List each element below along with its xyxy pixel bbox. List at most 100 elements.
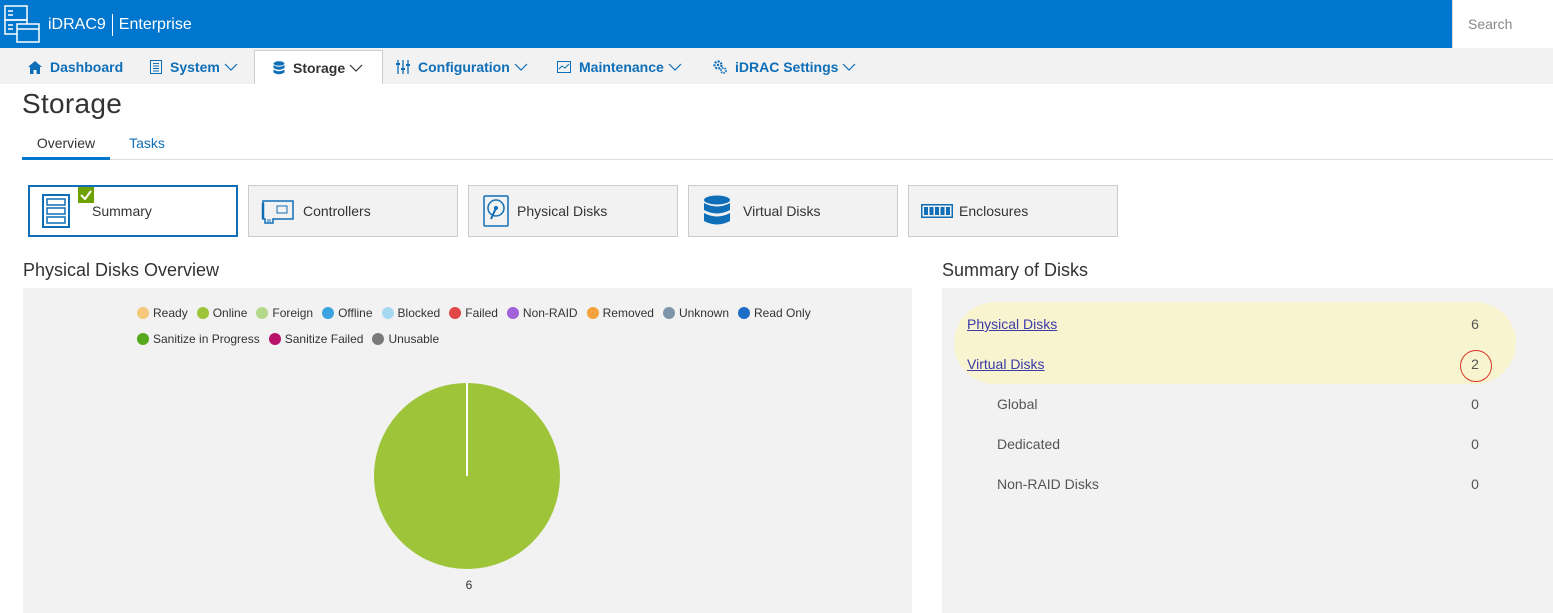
- legend-label: Unknown: [678, 306, 729, 320]
- legend-swatch: [738, 307, 750, 319]
- legend-label: Online: [212, 306, 248, 320]
- legend-label: Blocked: [397, 306, 441, 320]
- chevron-down-icon: [349, 64, 363, 72]
- summary-row-dedicated: Dedicated 0: [942, 436, 1553, 456]
- legend-item[interactable]: Non-RAID: [506, 306, 578, 320]
- controller-card-icon: [261, 197, 295, 225]
- legend-swatch: [137, 307, 149, 319]
- legend-swatch: [586, 307, 599, 319]
- tile-controllers[interactable]: Controllers: [248, 185, 458, 237]
- physical-overview-title: Physical Disks Overview: [23, 260, 220, 280]
- legend-swatch: [196, 307, 209, 319]
- non-raid-label: Non-RAID Disks: [997, 476, 1099, 492]
- nav-label: Storage: [293, 59, 346, 76]
- tab-tasks[interactable]: Tasks: [129, 135, 165, 151]
- legend-label: Unusable: [388, 332, 440, 346]
- disk-stack-icon: [703, 195, 731, 227]
- nav-configuration[interactable]: Configuration: [396, 50, 528, 84]
- check-icon: [78, 187, 94, 203]
- dedicated-count: 0: [1471, 436, 1479, 452]
- summary-icon: [42, 194, 70, 228]
- chevron-down-icon: [514, 63, 528, 71]
- idrac-logo-icon: [4, 5, 40, 43]
- tile-label: Summary: [92, 203, 152, 219]
- tile-summary[interactable]: Summary: [28, 185, 238, 237]
- gears-icon: [713, 60, 727, 74]
- nav-label: Maintenance: [579, 59, 664, 75]
- chevron-down-icon: [668, 63, 682, 71]
- brand: iDRAC9 Enterprise: [48, 14, 192, 36]
- page-title: Storage: [22, 88, 123, 119]
- tile-enclosures[interactable]: Enclosures: [908, 185, 1118, 237]
- tile-label: Controllers: [303, 203, 371, 219]
- legend-item[interactable]: Unknown: [662, 306, 729, 320]
- main-nav: Dashboard System Storage Configuration M…: [0, 48, 1553, 84]
- database-icon: [273, 60, 285, 74]
- legend-swatch: [268, 333, 281, 345]
- tile-physical-disks[interactable]: Physical Disks: [468, 185, 678, 237]
- legend-swatch: [662, 307, 675, 319]
- legend-label: Sanitize Failed: [284, 332, 364, 346]
- tile-label: Virtual Disks: [743, 203, 821, 219]
- legend-item[interactable]: Removed: [586, 306, 654, 320]
- summary-title: Summary of Disks: [942, 260, 1089, 280]
- legend-label: Failed: [465, 306, 498, 320]
- legend-label: Removed: [602, 306, 654, 320]
- nav-label: iDRAC Settings: [735, 59, 839, 75]
- sliders-icon: [396, 60, 410, 74]
- legend-label: Sanitize in Progress: [153, 332, 260, 346]
- brand-divider: [111, 14, 113, 36]
- legend-item[interactable]: Sanitize Failed: [268, 332, 364, 346]
- virtual-disks-link[interactable]: Virtual Disks: [967, 356, 1045, 372]
- chevron-down-icon: [843, 63, 856, 71]
- dedicated-label: Dedicated: [997, 436, 1061, 452]
- nav-maintenance[interactable]: Maintenance: [557, 50, 682, 84]
- summary-row-virtual-disks: Virtual Disks 2: [942, 350, 1553, 382]
- nav-idrac-settings[interactable]: iDRAC Settings: [713, 50, 856, 84]
- home-icon: [28, 60, 42, 74]
- chevron-down-icon: [224, 63, 238, 71]
- legend-item[interactable]: Online: [196, 306, 248, 320]
- page-tabs: Overview Tasks: [22, 133, 1553, 160]
- virtual-disks-count: 2: [1471, 356, 1479, 372]
- global-count: 0: [1471, 396, 1479, 412]
- tab-overview[interactable]: Overview: [22, 133, 110, 160]
- search-input[interactable]: [1453, 0, 1553, 48]
- top-bar: iDRAC9 Enterprise: [0, 0, 1553, 48]
- enclosure-icon: [921, 204, 953, 218]
- nav-label: Dashboard: [50, 59, 124, 75]
- legend-item[interactable]: Sanitize in Progress: [137, 332, 260, 346]
- summary-row-physical-disks: Physical Disks 6: [942, 316, 1553, 336]
- hard-disk-icon: [483, 195, 509, 227]
- tile-label: Enclosures: [959, 203, 1029, 219]
- legend-swatch: [372, 333, 385, 345]
- non-raid-count: 0: [1471, 476, 1479, 492]
- legend-item[interactable]: Ready: [137, 306, 188, 320]
- chart-legend: Ready Online Foreign Offline Blocked Failed No…: [137, 306, 857, 346]
- nav-storage[interactable]: Storage: [254, 50, 383, 84]
- legend-label: Read Only: [754, 306, 811, 320]
- nav-label: Configuration: [418, 59, 510, 75]
- nav-label: System: [170, 59, 220, 75]
- nav-dashboard[interactable]: Dashboard: [28, 50, 123, 84]
- legend-label: Ready: [153, 306, 188, 320]
- legend-item[interactable]: Foreign: [256, 306, 313, 320]
- legend-item[interactable]: Offline: [322, 306, 373, 320]
- legend-label: Non-RAID: [522, 306, 578, 320]
- edition-name: Enterprise: [118, 16, 192, 33]
- nav-system[interactable]: System: [150, 50, 238, 84]
- summary-row-non-raid: Non-RAID Disks 0: [942, 476, 1553, 496]
- legend-swatch: [322, 307, 335, 319]
- summary-panel: Physical Disks 6 Virtual Disks 2 Global …: [942, 288, 1553, 613]
- legend-item[interactable]: Blocked: [381, 306, 441, 320]
- summary-row-global: Global 0: [942, 396, 1553, 416]
- physical-disks-link[interactable]: Physical Disks: [967, 316, 1058, 332]
- legend-item[interactable]: Read Only: [738, 306, 811, 320]
- search-box: [1452, 0, 1553, 48]
- legend-item[interactable]: Failed: [449, 306, 498, 320]
- tile-virtual-disks[interactable]: Virtual Disks: [688, 185, 898, 237]
- product-name: iDRAC9: [48, 16, 106, 33]
- legend-item[interactable]: Unusable: [372, 332, 439, 346]
- legend-swatch: [137, 333, 149, 345]
- physical-overview-panel: Ready Online Foreign Offline Blocked Failed No…: [23, 288, 912, 613]
